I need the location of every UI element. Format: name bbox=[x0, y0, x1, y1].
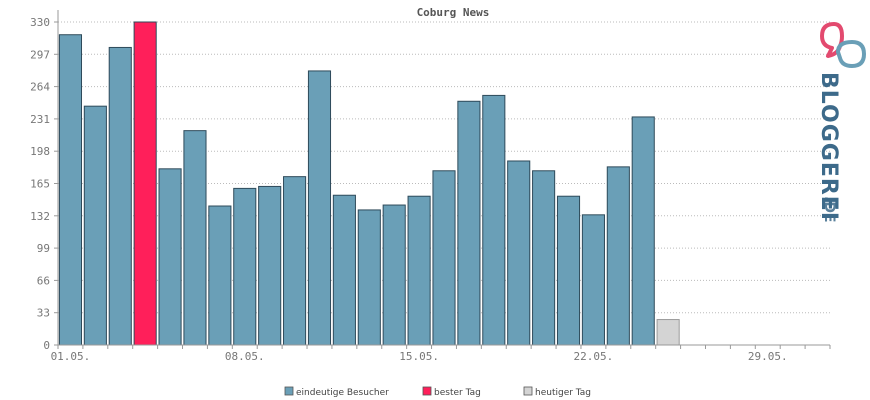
bar-normal bbox=[432, 170, 456, 346]
bar-best bbox=[133, 21, 157, 346]
logo-text: BLOGGEREI bbox=[816, 72, 841, 221]
bar-normal bbox=[233, 187, 257, 346]
x-tick-label: 15.05. bbox=[399, 350, 439, 363]
bar-normal bbox=[83, 105, 107, 346]
bar-normal bbox=[307, 70, 332, 346]
legend-swatch bbox=[284, 386, 294, 396]
bar-normal bbox=[581, 214, 605, 346]
bar-normal bbox=[457, 100, 481, 346]
x-tick-label: 08.05. bbox=[225, 350, 265, 363]
bloggerei-logo[interactable]: BLOGGEREI .DE bbox=[816, 22, 866, 223]
bar-normal bbox=[482, 94, 506, 346]
bloggerei-mark-icon bbox=[820, 22, 866, 68]
bar-normal bbox=[382, 204, 406, 346]
bar-normal bbox=[108, 46, 132, 346]
y-tick-label: 99 bbox=[37, 242, 50, 255]
y-tick-label: 231 bbox=[30, 113, 50, 126]
x-tick-label: 22.05. bbox=[574, 350, 614, 363]
bar-normal bbox=[258, 185, 282, 346]
bar-normal bbox=[158, 168, 182, 346]
y-tick-label: 165 bbox=[30, 178, 50, 191]
y-tick-label: 0 bbox=[43, 339, 50, 352]
legend-label: bester Tag bbox=[434, 388, 481, 398]
x-tick-label: 01.05. bbox=[51, 350, 91, 363]
y-tick-label: 198 bbox=[30, 145, 50, 158]
bar-normal bbox=[631, 116, 655, 346]
legend-swatch bbox=[523, 386, 533, 396]
y-tick-label: 330 bbox=[30, 16, 50, 29]
bar-normal bbox=[58, 34, 83, 346]
legend-label: heutiger Tag bbox=[535, 388, 591, 398]
y-tick-label: 66 bbox=[37, 274, 50, 287]
chart-title: Coburg News bbox=[417, 6, 490, 19]
legend: eindeutige Besucher bester Tag heutiger Ta… bbox=[284, 386, 591, 398]
legend-label: eindeutige Besucher bbox=[296, 388, 389, 398]
bar-normal bbox=[208, 205, 232, 346]
y-tick-label: 297 bbox=[30, 48, 50, 61]
bar-today bbox=[656, 319, 680, 346]
y-tick-label: 264 bbox=[30, 81, 50, 94]
logo-suffix: .DE bbox=[821, 196, 837, 223]
y-tick-label: 33 bbox=[37, 307, 50, 320]
x-tick-label: 29.05. bbox=[748, 350, 788, 363]
bar-normal bbox=[283, 176, 307, 346]
axes: 0 33 66 99 132 165 198 231 264 297 330 01.05. 08.05.… bbox=[30, 10, 831, 363]
bar-series bbox=[58, 21, 680, 346]
y-tick-label: 132 bbox=[30, 210, 50, 223]
bar-normal bbox=[357, 209, 381, 346]
bar-normal bbox=[183, 130, 207, 346]
bar-normal bbox=[606, 166, 630, 346]
bar-normal bbox=[556, 195, 581, 346]
bar-normal bbox=[407, 195, 431, 346]
legend-swatch bbox=[422, 386, 432, 396]
bar-normal bbox=[507, 160, 531, 346]
bar-normal bbox=[532, 170, 556, 346]
bar-normal bbox=[332, 194, 356, 346]
